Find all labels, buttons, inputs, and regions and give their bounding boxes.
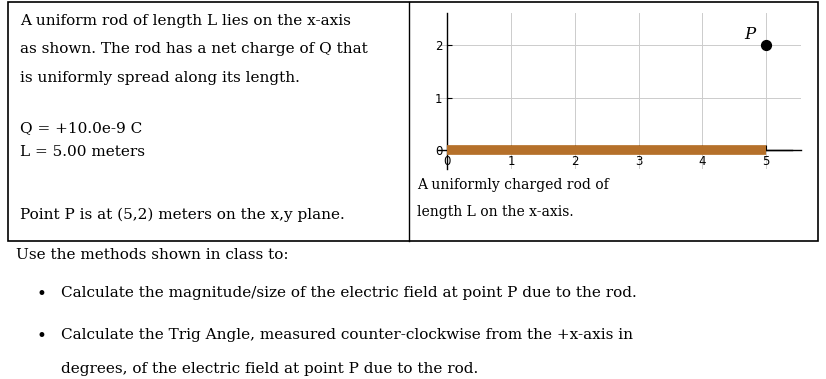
Point	[760, 42, 773, 48]
Text: •: •	[36, 328, 46, 345]
Text: is uniformly spread along its length.: is uniformly spread along its length.	[21, 71, 300, 85]
Text: length L on the x-axis.: length L on the x-axis.	[417, 205, 574, 219]
Text: Point P is at (5,2) meters on the x,y plane.: Point P is at (5,2) meters on the x,y pl…	[21, 207, 345, 222]
Text: Use the methods shown in class to:: Use the methods shown in class to:	[17, 248, 289, 262]
Text: A uniform rod of length L lies on the x-axis: A uniform rod of length L lies on the x-…	[21, 14, 351, 28]
Text: as shown. The rod has a net charge of Q that: as shown. The rod has a net charge of Q …	[21, 42, 368, 56]
Text: A uniformly charged rod of: A uniformly charged rod of	[417, 178, 609, 192]
Text: •: •	[36, 286, 46, 303]
Text: P: P	[744, 25, 755, 42]
Text: Q = +10.0e-9 C: Q = +10.0e-9 C	[21, 121, 143, 135]
Text: L = 5.00 meters: L = 5.00 meters	[21, 145, 145, 159]
Text: Calculate the magnitude/size of the electric field at point P due to the rod.: Calculate the magnitude/size of the elec…	[61, 286, 637, 300]
Text: degrees, of the electric field at point P due to the rod.: degrees, of the electric field at point …	[61, 362, 478, 376]
Text: Calculate the Trig Angle, measured counter-clockwise from the +x-axis in: Calculate the Trig Angle, measured count…	[61, 328, 633, 342]
